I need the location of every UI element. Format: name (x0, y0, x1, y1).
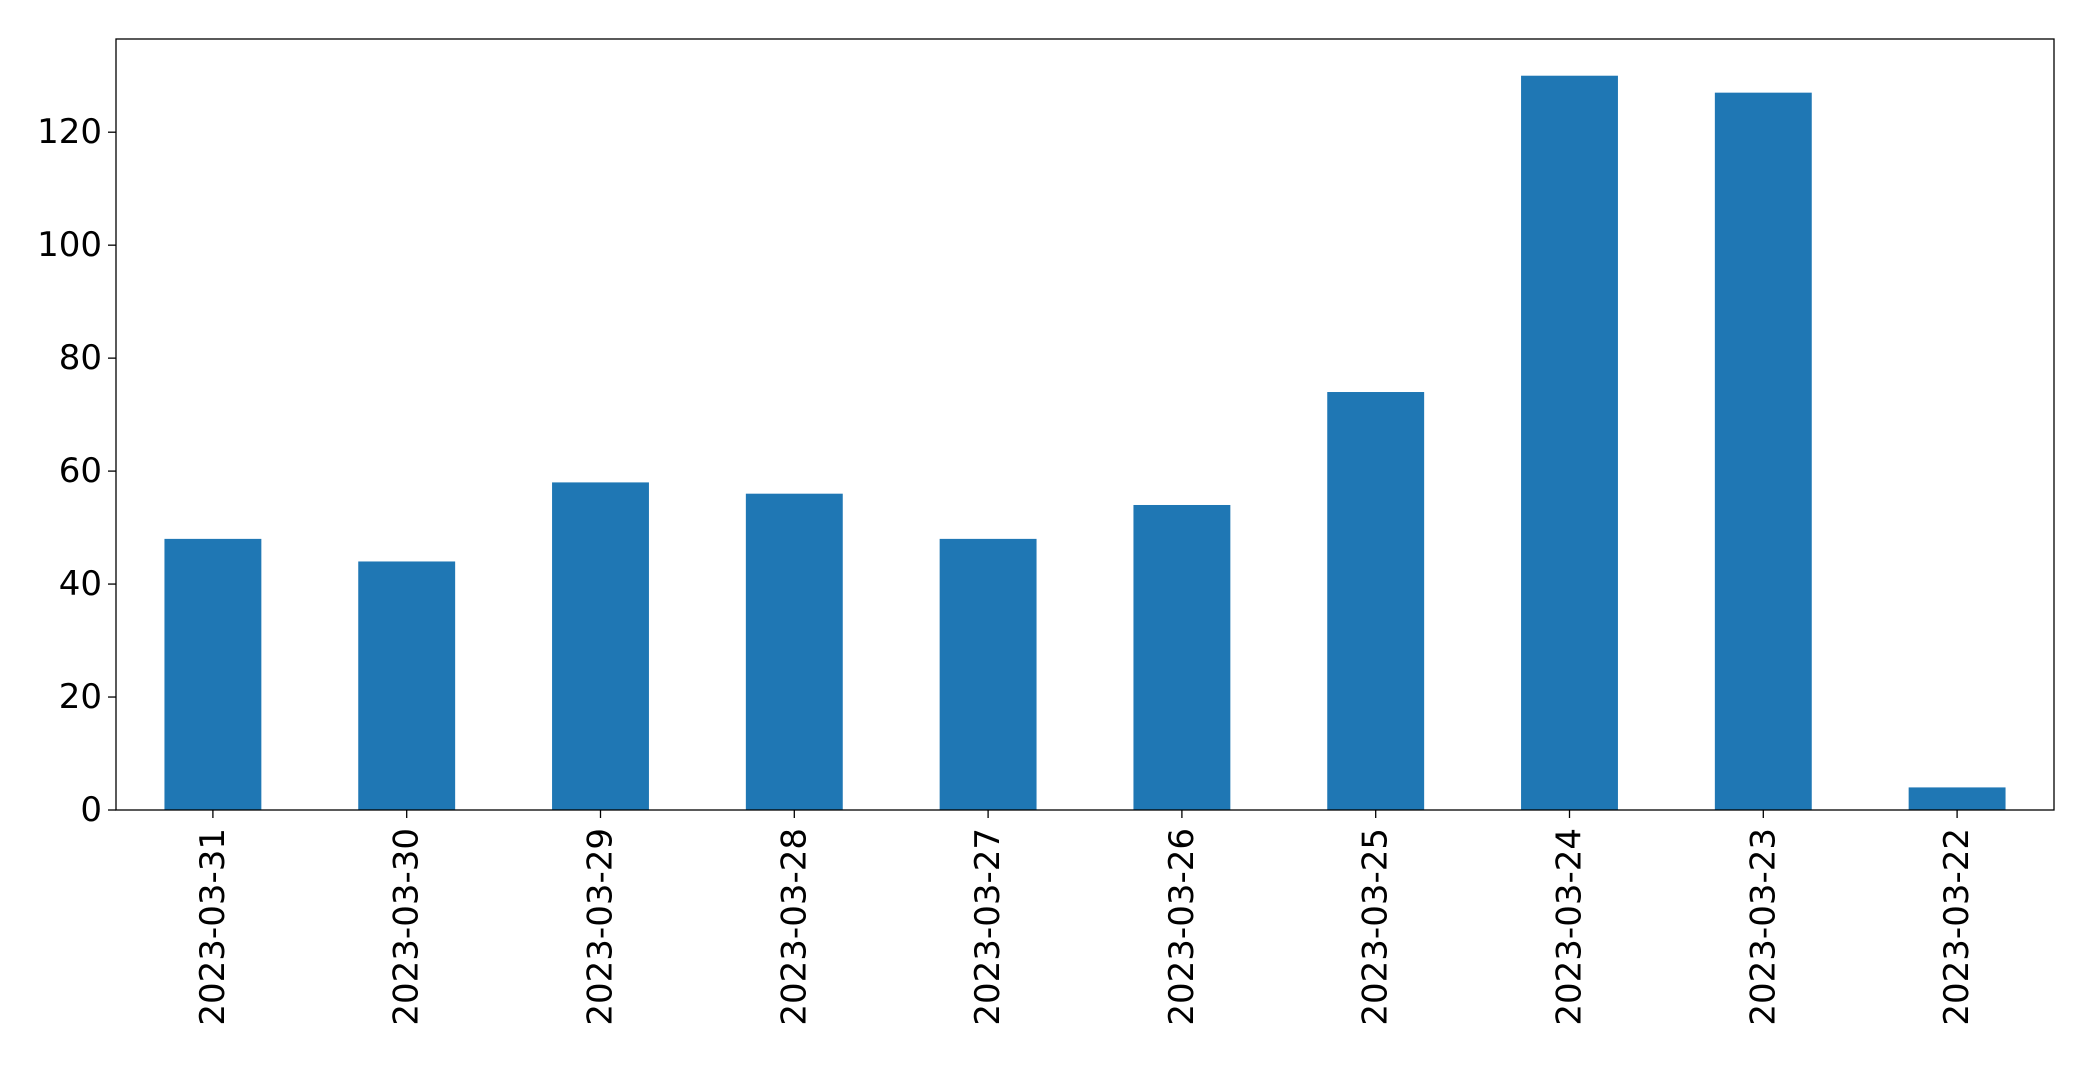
bar-2023-03-29 (552, 482, 649, 810)
x-tick-label: 2023-03-22 (1937, 828, 1977, 1026)
plot-frame (115, 38, 2055, 811)
bar-2023-03-24 (1521, 75, 1618, 810)
y-tick-label: 80 (59, 338, 102, 378)
x-tick-label: 2023-03-30 (387, 828, 427, 1026)
bar-2023-03-26 (1133, 504, 1231, 810)
y-tick-label: 0 (80, 790, 102, 830)
x-tick-label: 2023-03-23 (1743, 828, 1783, 1026)
bar-2023-03-31 (164, 538, 262, 810)
y-tick-label: 40 (59, 564, 102, 604)
bar-2023-03-23 (1714, 92, 1812, 810)
x-tick-label: 2023-03-27 (968, 828, 1008, 1026)
x-tick-label: 2023-03-31 (193, 828, 233, 1026)
bar-2023-03-30 (358, 561, 456, 810)
bar-2023-03-27 (939, 538, 1037, 810)
x-axis: 2023-03-31 2023-03-30 2023-03-29 2023-03-28… (193, 810, 1977, 1026)
x-tick-label: 2023-03-28 (774, 828, 814, 1026)
bars-group (164, 75, 2006, 810)
bar-2023-03-28 (745, 493, 843, 810)
x-tick-label: 2023-03-29 (581, 828, 621, 1026)
y-tick-label: 60 (59, 451, 102, 491)
bar-2023-03-22 (1908, 787, 2006, 810)
y-tick-label: 120 (37, 112, 102, 152)
bar-2023-03-25 (1327, 392, 1425, 810)
y-tick-label: 100 (37, 225, 102, 265)
x-tick-label: 2023-03-25 (1356, 828, 1396, 1026)
x-tick-label: 2023-03-24 (1550, 828, 1590, 1026)
y-axis: 0 20 40 60 80 100 120 (37, 112, 116, 830)
x-tick-label: 2023-03-26 (1162, 828, 1202, 1026)
y-tick-label: 20 (59, 677, 102, 717)
